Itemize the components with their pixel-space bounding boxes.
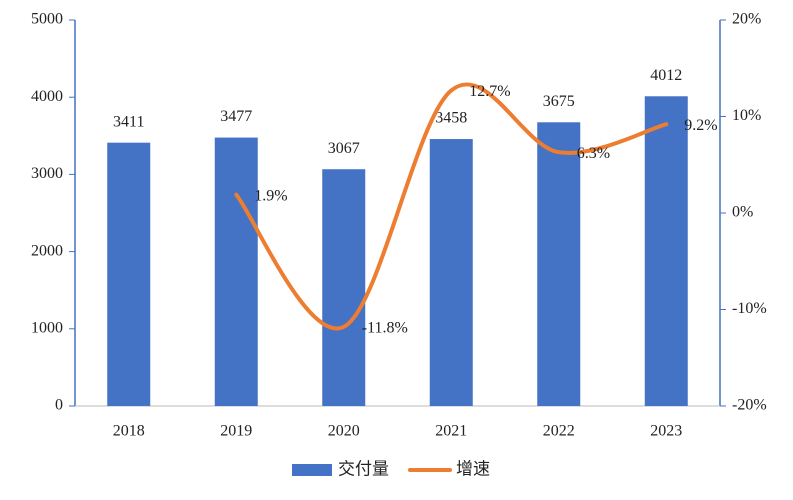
line-value-label: 6.3% — [577, 145, 610, 162]
x-tick-label: 2022 — [543, 423, 575, 440]
y-tick-label: 2000 — [31, 242, 63, 259]
x-tick-label: 2019 — [220, 423, 252, 440]
growth-line — [234, 82, 669, 331]
bar — [644, 96, 688, 407]
bar — [214, 137, 258, 406]
bar-value-label: 4012 — [650, 67, 682, 84]
y-tick-label: 4000 — [31, 88, 63, 105]
y-tick-label: 0 — [55, 397, 63, 414]
y-tick-label: 1000 — [31, 319, 63, 336]
bar — [107, 142, 151, 406]
line-value-label: 12.7% — [469, 83, 510, 100]
bar — [429, 139, 473, 406]
line-value-label: 1.9% — [254, 187, 287, 204]
y2-tick-label: 10% — [732, 107, 761, 124]
y2-tick-label: 20% — [732, 11, 761, 28]
legend-swatch — [292, 464, 332, 476]
x-tick-label: 2023 — [650, 423, 682, 440]
x-tick-label: 2020 — [328, 423, 360, 440]
bar — [537, 122, 581, 406]
bar-value-label: 3458 — [435, 110, 467, 127]
bar-value-label: 3675 — [543, 93, 575, 110]
y2-tick-label: -20% — [732, 397, 767, 414]
x-tick-label: 2018 — [113, 423, 145, 440]
legend-label: 增速 — [456, 459, 490, 478]
bar-value-label: 3411 — [113, 113, 144, 130]
line-value-label: 9.2% — [684, 117, 717, 134]
y2-tick-label: 0% — [732, 204, 753, 221]
line-value-label: -11.8% — [362, 320, 408, 337]
legend-label: 交付量 — [338, 459, 389, 478]
y2-tick-label: -10% — [732, 300, 767, 317]
y-tick-label: 3000 — [31, 165, 63, 182]
bar-value-label: 3477 — [220, 108, 252, 125]
y-tick-label: 5000 — [31, 11, 63, 28]
bar-value-label: 3067 — [328, 140, 360, 157]
bar — [322, 169, 366, 406]
x-tick-label: 2021 — [435, 423, 467, 440]
